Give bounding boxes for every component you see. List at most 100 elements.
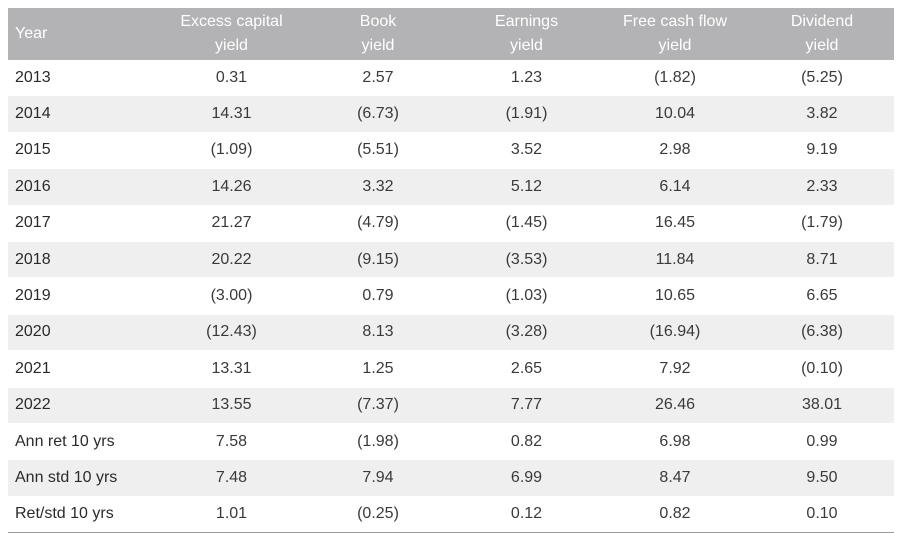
row-year: 2017 bbox=[8, 205, 160, 242]
cell-free-cash-flow: 11.84 bbox=[600, 241, 750, 279]
header-line: yield bbox=[658, 37, 692, 54]
table-row: 2019 (3.00) 0.79 (1.03) 10.65 6.65 bbox=[8, 277, 894, 315]
cell-free-cash-flow: 26.46 bbox=[600, 387, 750, 424]
cell-earnings: (3.28) bbox=[453, 314, 600, 352]
cell-book: (5.51) bbox=[303, 132, 453, 170]
cell-free-cash-flow: 10.65 bbox=[600, 277, 750, 315]
header-free-cash-flow-yield: Free cash flow yield bbox=[600, 8, 750, 60]
cell-excess-capital: 7.48 bbox=[160, 459, 303, 497]
cell-earnings: 2.65 bbox=[453, 350, 600, 388]
header-line: Free cash flow bbox=[622, 13, 728, 30]
row-year: 2020 bbox=[8, 314, 160, 352]
cell-book: (9.15) bbox=[303, 241, 453, 279]
cell-free-cash-flow: 10.04 bbox=[600, 95, 750, 133]
cell-dividend: (6.38) bbox=[750, 314, 894, 352]
cell-book: (6.73) bbox=[303, 95, 453, 133]
cell-earnings: (1.45) bbox=[453, 205, 600, 242]
cell-earnings: 1.23 bbox=[453, 60, 600, 97]
row-year: 2016 bbox=[8, 168, 160, 206]
cell-excess-capital: 0.31 bbox=[160, 60, 303, 97]
header-dividend-yield: Dividend yield bbox=[750, 8, 894, 60]
cell-earnings: (1.91) bbox=[453, 95, 600, 133]
yield-table: Year Excess capital yield Book yield Ear… bbox=[8, 8, 894, 533]
cell-book: (4.79) bbox=[303, 205, 453, 242]
cell-dividend: 3.82 bbox=[750, 95, 894, 133]
cell-earnings: 7.77 bbox=[453, 387, 600, 424]
table-header: Year Excess capital yield Book yield Ear… bbox=[8, 8, 894, 60]
header-book-yield: Book yield bbox=[303, 8, 453, 60]
summary-label: Ret/std 10 yrs bbox=[8, 496, 160, 533]
table-row: 2016 14.26 3.32 5.12 6.14 2.33 bbox=[8, 168, 894, 206]
cell-free-cash-flow: 2.98 bbox=[600, 132, 750, 170]
cell-excess-capital: 14.26 bbox=[160, 168, 303, 206]
table-row: 2017 21.27 (4.79) (1.45) 16.45 (1.79) bbox=[8, 205, 894, 242]
table-row: 2015 (1.09) (5.51) 3.52 2.98 9.19 bbox=[8, 132, 894, 170]
cell-earnings: 0.82 bbox=[453, 422, 600, 461]
cell-earnings: 6.99 bbox=[453, 459, 600, 497]
cell-excess-capital: 13.55 bbox=[160, 387, 303, 424]
cell-excess-capital: (3.00) bbox=[160, 277, 303, 315]
header-line: Excess capital bbox=[180, 13, 283, 30]
cell-book: 3.32 bbox=[303, 168, 453, 206]
table-row: 2021 13.31 1.25 2.65 7.92 (0.10) bbox=[8, 350, 894, 388]
row-year: 2018 bbox=[8, 241, 160, 279]
header-line: yield bbox=[361, 37, 395, 54]
cell-earnings: 0.12 bbox=[453, 496, 600, 533]
table-row: 2022 13.55 (7.37) 7.77 26.46 38.01 bbox=[8, 387, 894, 424]
cell-free-cash-flow: 6.14 bbox=[600, 168, 750, 206]
cell-earnings: (3.53) bbox=[453, 241, 600, 279]
header-line: Dividend bbox=[790, 13, 854, 30]
header-earnings-yield: Earnings yield bbox=[453, 8, 600, 60]
cell-book: 0.79 bbox=[303, 277, 453, 315]
header-line: Earnings bbox=[494, 13, 559, 30]
header-line: Book bbox=[359, 13, 397, 30]
header-line: yield bbox=[215, 37, 248, 54]
cell-free-cash-flow: 8.47 bbox=[600, 459, 750, 497]
cell-dividend: 0.99 bbox=[750, 422, 894, 461]
row-year: 2019 bbox=[8, 277, 160, 315]
table-row: 2014 14.31 (6.73) (1.91) 10.04 3.82 bbox=[8, 95, 894, 133]
cell-dividend: 8.71 bbox=[750, 241, 894, 279]
cell-excess-capital: 20.22 bbox=[160, 241, 303, 279]
cell-free-cash-flow: 0.82 bbox=[600, 496, 750, 533]
cell-free-cash-flow: 16.45 bbox=[600, 205, 750, 242]
cell-excess-capital: 13.31 bbox=[160, 350, 303, 388]
cell-free-cash-flow: 7.92 bbox=[600, 350, 750, 388]
summary-label: Ann ret 10 yrs bbox=[8, 422, 160, 461]
row-year: 2014 bbox=[8, 95, 160, 133]
cell-book: 1.25 bbox=[303, 350, 453, 388]
row-year: 2021 bbox=[8, 350, 160, 388]
cell-book: (1.98) bbox=[303, 422, 453, 461]
cell-dividend: 2.33 bbox=[750, 168, 894, 206]
table-row: 2018 20.22 (9.15) (3.53) 11.84 8.71 bbox=[8, 241, 894, 279]
cell-dividend: (1.79) bbox=[750, 205, 894, 242]
cell-dividend: 38.01 bbox=[750, 387, 894, 424]
table-row: 2013 0.31 2.57 1.23 (1.82) (5.25) bbox=[8, 60, 894, 97]
cell-book: 2.57 bbox=[303, 60, 453, 97]
cell-book: 8.13 bbox=[303, 314, 453, 352]
cell-excess-capital: (1.09) bbox=[160, 132, 303, 170]
cell-free-cash-flow: (16.94) bbox=[600, 314, 750, 352]
cell-book: (7.37) bbox=[303, 387, 453, 424]
cell-excess-capital: 7.58 bbox=[160, 422, 303, 461]
cell-earnings: 3.52 bbox=[453, 132, 600, 170]
cell-excess-capital: 1.01 bbox=[160, 496, 303, 533]
row-year: 2022 bbox=[8, 387, 160, 424]
cell-excess-capital: 21.27 bbox=[160, 205, 303, 242]
row-year: 2013 bbox=[8, 60, 160, 97]
summary-row: Ret/std 10 yrs 1.01 (0.25) 0.12 0.82 0.1… bbox=[8, 496, 894, 533]
header-row: Year Excess capital yield Book yield Ear… bbox=[8, 8, 894, 60]
cell-book: 7.94 bbox=[303, 459, 453, 497]
cell-earnings: 5.12 bbox=[453, 168, 600, 206]
cell-dividend: 9.19 bbox=[750, 132, 894, 170]
header-line: yield bbox=[510, 37, 543, 54]
table-row: 2020 (12.43) 8.13 (3.28) (16.94) (6.38) bbox=[8, 314, 894, 352]
cell-free-cash-flow: (1.82) bbox=[600, 60, 750, 97]
header-excess-capital-yield: Excess capital yield bbox=[160, 8, 303, 60]
header-line: yield bbox=[805, 37, 839, 54]
summary-row: Ann std 10 yrs 7.48 7.94 6.99 8.47 9.50 bbox=[8, 459, 894, 497]
summary-row: Ann ret 10 yrs 7.58 (1.98) 0.82 6.98 0.9… bbox=[8, 422, 894, 461]
yield-table-container: Year Excess capital yield Book yield Ear… bbox=[8, 8, 894, 533]
cell-excess-capital: 14.31 bbox=[160, 95, 303, 133]
cell-dividend: 6.65 bbox=[750, 277, 894, 315]
